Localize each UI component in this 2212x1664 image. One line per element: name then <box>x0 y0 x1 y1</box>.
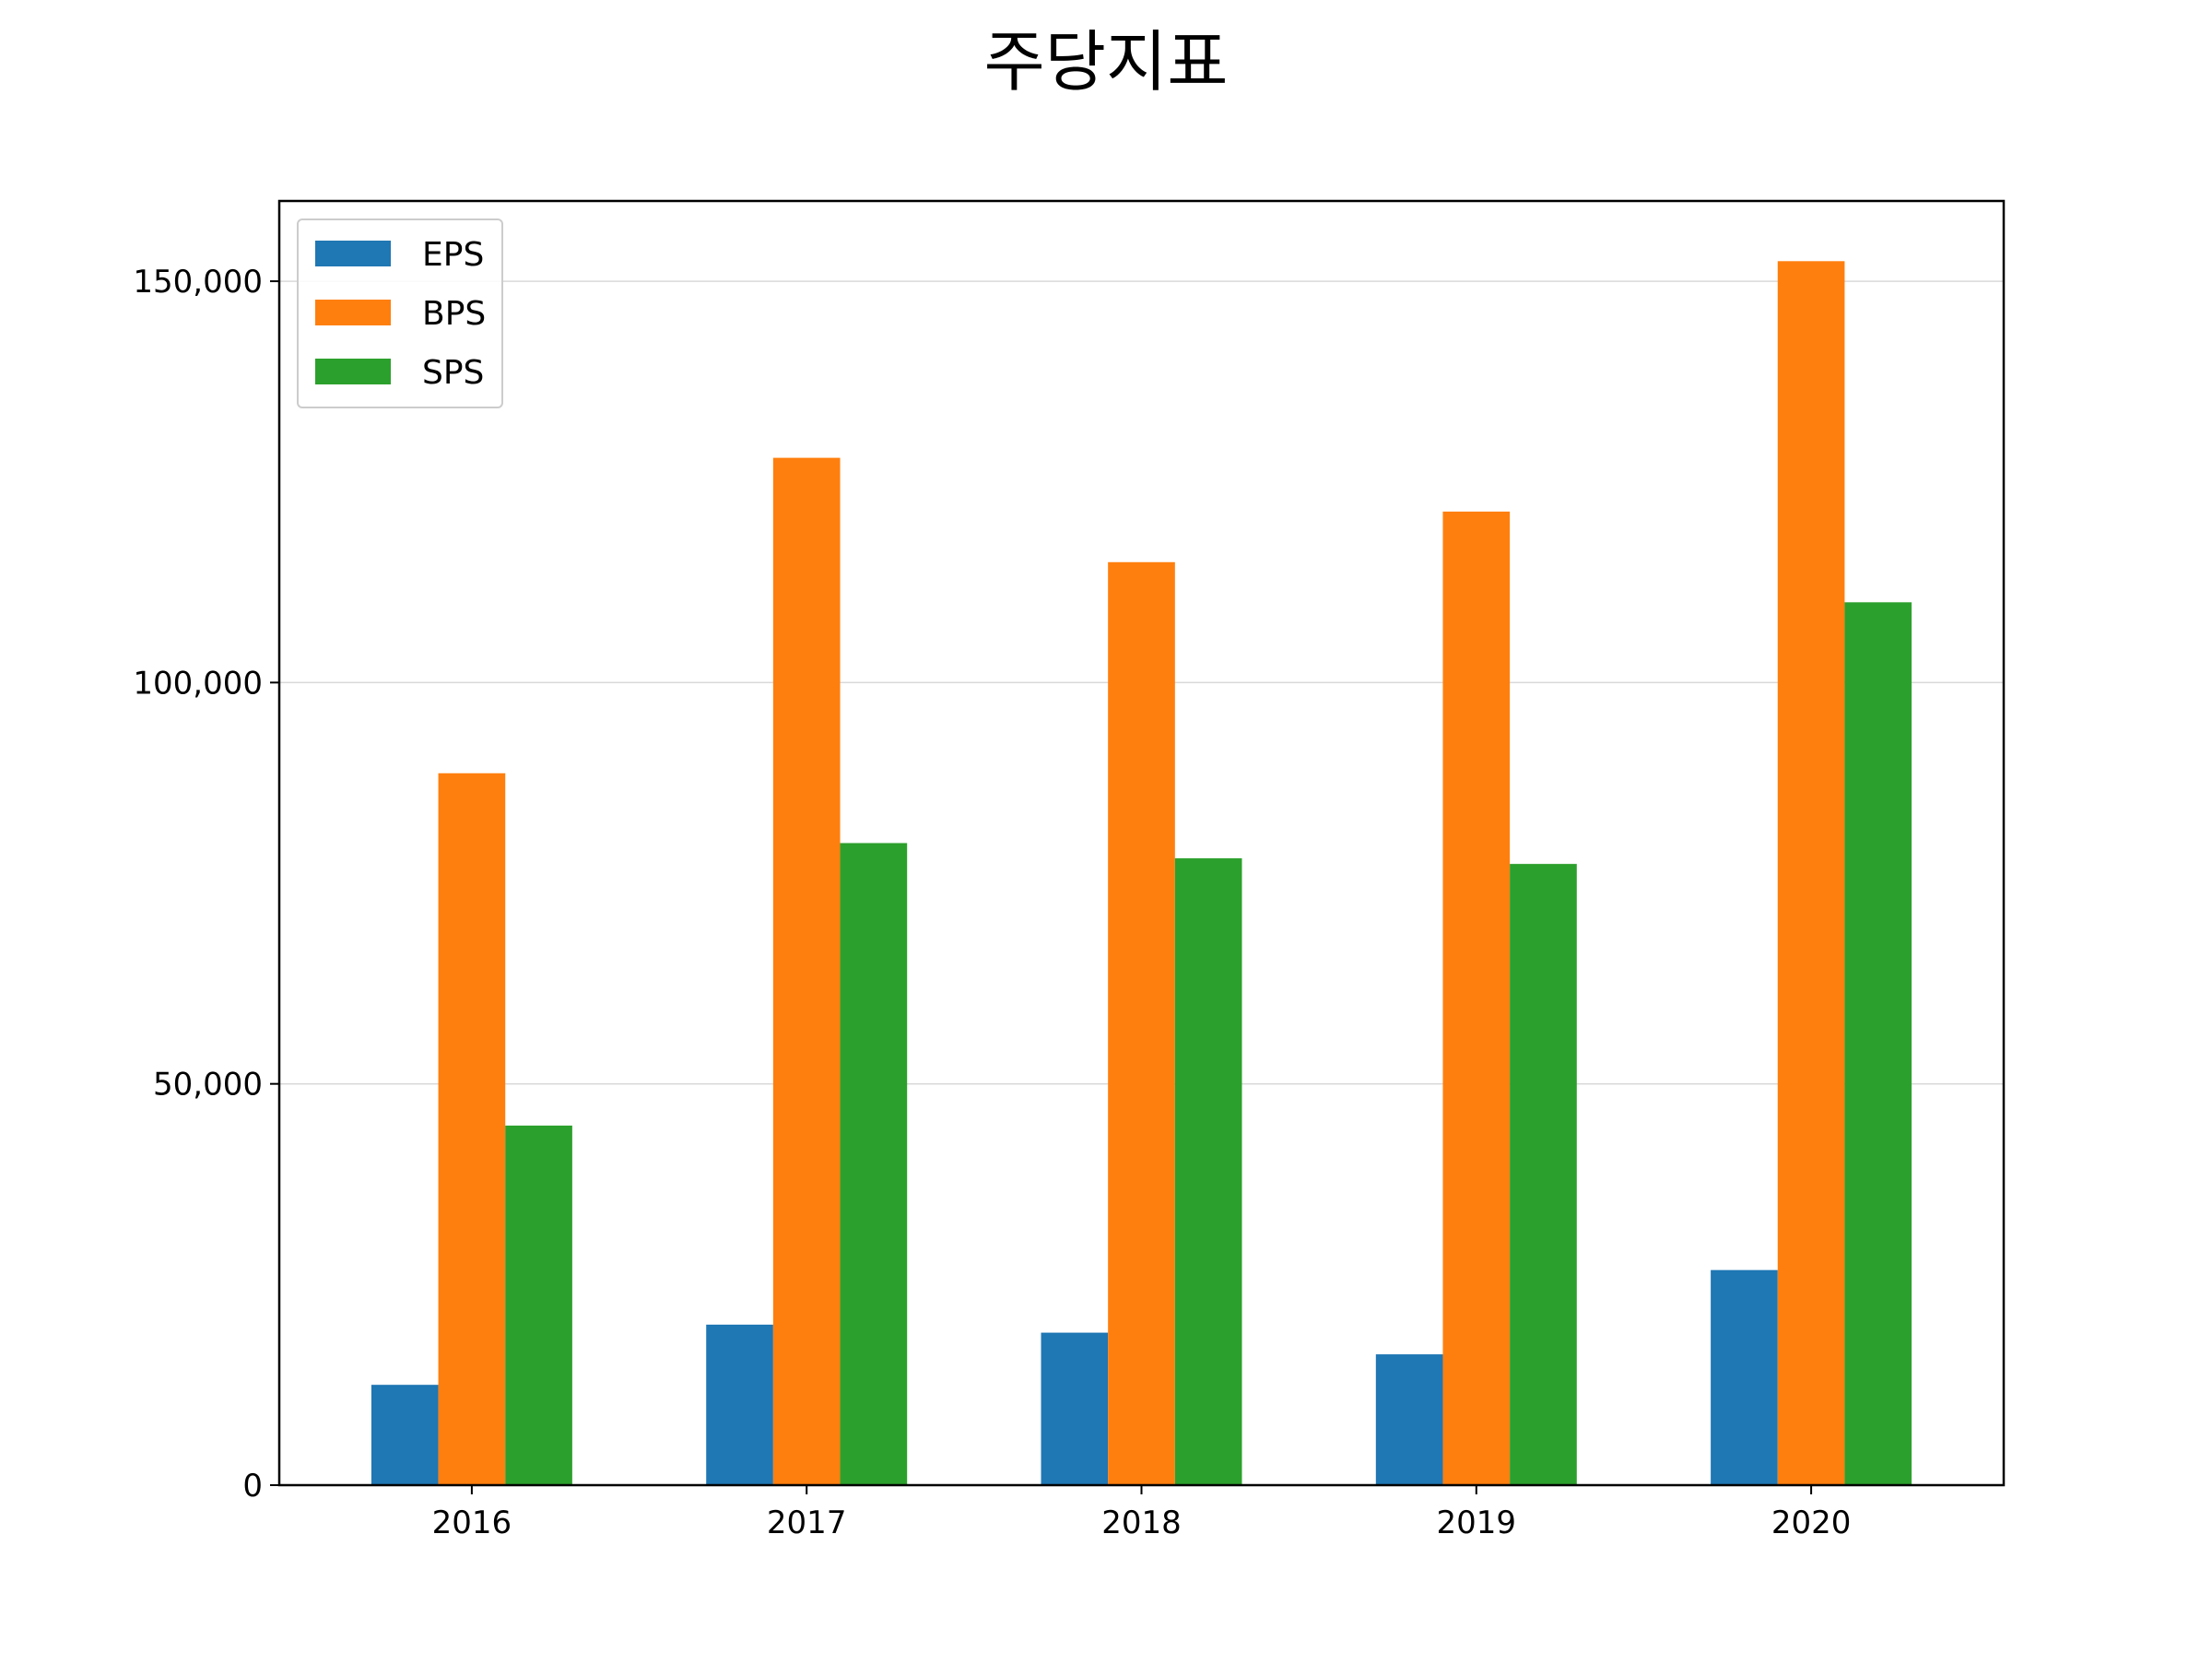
bar-sps-2020 <box>1844 602 1912 1485</box>
bar-bps-2018 <box>1108 561 1175 1485</box>
x-tick-label: 2016 <box>432 1505 512 1541</box>
legend-swatch-eps <box>315 241 391 266</box>
bar-bps-2019 <box>1442 511 1511 1485</box>
bar-eps-2018 <box>1041 1332 1109 1485</box>
x-tick-label: 2017 <box>767 1505 847 1541</box>
bar-bps-2020 <box>1777 261 1845 1485</box>
bar-eps-2020 <box>1711 1269 1778 1485</box>
bars-layer <box>371 261 1912 1486</box>
bar-sps-2019 <box>1510 864 1577 1485</box>
bar-bps-2016 <box>438 773 506 1485</box>
legend-swatch-sps <box>315 359 391 384</box>
legend-swatch-bps <box>315 300 391 325</box>
bar-eps-2016 <box>371 1385 439 1485</box>
y-tick-label: 150,000 <box>133 264 263 301</box>
bar-bps-2017 <box>772 457 841 1486</box>
bar-sps-2016 <box>505 1125 572 1485</box>
bar-sps-2018 <box>1174 858 1242 1485</box>
y-tick-label: 50,000 <box>153 1067 263 1103</box>
y-tick-label: 100,000 <box>133 665 263 702</box>
y-tick-label: 0 <box>242 1468 263 1505</box>
x-tick-label: 2020 <box>1771 1505 1852 1541</box>
bar-eps-2019 <box>1375 1354 1443 1485</box>
x-tick-label: 2019 <box>1437 1505 1517 1541</box>
legend-label-sps: SPS <box>422 354 484 392</box>
chart-title: 주당지표 <box>984 23 1229 100</box>
axes-layer: 0 50,000 100,000 150,000 2016 2017 2018 2019 202… <box>133 264 1851 1541</box>
legend: EPS BPS SPS <box>297 218 503 408</box>
bar-sps-2017 <box>840 843 908 1485</box>
legend-label-bps: BPS <box>422 295 486 333</box>
legend-label-eps: EPS <box>422 236 484 274</box>
bar-eps-2017 <box>706 1324 773 1485</box>
x-tick-label: 2018 <box>1101 1505 1182 1541</box>
